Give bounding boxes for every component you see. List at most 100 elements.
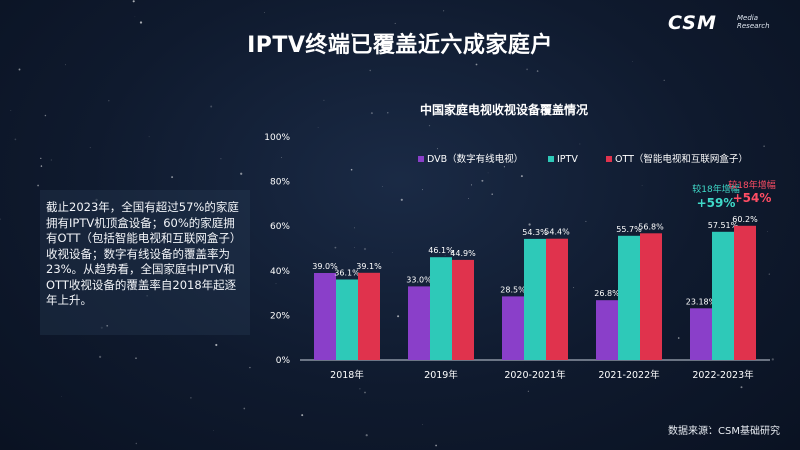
star-dot	[240, 172, 243, 175]
star-dot	[61, 396, 63, 397]
data-label: 60.2%	[732, 215, 758, 224]
star-dot	[527, 390, 529, 392]
legend-swatch	[418, 156, 424, 162]
star-dot	[146, 295, 148, 297]
star-dot	[365, 434, 368, 437]
star-dot	[475, 63, 478, 66]
star-dot	[334, 246, 337, 249]
logo-sub-text-research: Research	[737, 22, 770, 30]
data-label: 56.8%	[638, 222, 664, 231]
star-dot	[317, 127, 319, 128]
star-dot	[503, 166, 505, 168]
legend-item: IPTV	[548, 154, 578, 165]
star-dot	[354, 246, 355, 248]
star-dot	[100, 326, 103, 329]
bar	[734, 225, 756, 360]
star-dot	[220, 158, 222, 160]
legend-label: DVB（数字有线电视）	[427, 153, 523, 165]
star-dot	[437, 148, 439, 150]
star-dot	[526, 68, 529, 71]
star-dot	[363, 247, 367, 251]
growth-annotation-value: +54%	[733, 191, 772, 205]
star-dot	[135, 357, 137, 360]
star-dot	[641, 185, 643, 186]
star-dot	[370, 112, 373, 115]
x-tick-label: 2020-2021年	[504, 369, 566, 381]
growth-annotation: 较18年增幅+54%	[728, 179, 775, 205]
star-dot	[134, 16, 136, 18]
star-dot	[135, 442, 137, 445]
star-dot	[81, 203, 84, 206]
chart-title: 中国家庭电视收视设备覆盖情况	[420, 102, 588, 117]
star-dot	[369, 69, 371, 72]
bar	[690, 308, 712, 360]
star-dot	[708, 425, 711, 428]
data-label: 36.1%	[334, 269, 360, 278]
star-dot	[771, 358, 774, 361]
star-dot	[481, 179, 484, 182]
legend-swatch	[548, 156, 554, 162]
bar	[712, 231, 734, 360]
page-title: IPTV终端已覆盖近六成家庭户	[247, 33, 553, 58]
star-dot	[139, 21, 143, 24]
data-label: 46.1%	[428, 246, 454, 255]
data-label: 28.5%	[500, 285, 526, 294]
star-dot	[190, 397, 192, 399]
summary-text: 截止2023年，全国有超过57%的家庭拥有IPTV机顶盒设备；60%的家庭拥有O…	[46, 200, 242, 307]
star-dot	[520, 175, 523, 178]
star-dot	[323, 99, 325, 102]
y-tick-label: 20%	[270, 311, 290, 321]
star-dot	[364, 391, 366, 394]
star-dot	[422, 424, 423, 425]
star-dot	[40, 165, 43, 167]
star-dot	[213, 430, 214, 431]
legend-label: OTT（智能电视和互联网盒子）	[615, 153, 748, 165]
star-dot	[44, 114, 47, 117]
y-tick-label: 80%	[270, 178, 290, 188]
bar	[618, 235, 640, 360]
star-dot	[397, 315, 400, 318]
star-dot	[193, 234, 196, 236]
star-dot	[98, 355, 102, 359]
star-dot	[767, 231, 768, 232]
star-dot	[215, 343, 218, 347]
legend-swatch	[606, 156, 612, 162]
star-dot	[281, 157, 282, 158]
legend-item: OTT（智能电视和互联网盒子）	[606, 153, 748, 165]
bar	[408, 286, 430, 360]
star-dot	[763, 145, 765, 147]
star-dot	[210, 105, 213, 108]
star-dot	[468, 198, 469, 199]
legend-item: DVB（数字有线电视）	[418, 153, 523, 165]
star-dot	[536, 70, 539, 72]
logo-main-text: CSM	[668, 12, 717, 34]
star-dot	[677, 337, 680, 339]
growth-annotation-value: +59%	[697, 196, 736, 210]
data-label: 33.0%	[406, 275, 432, 284]
star-dot	[350, 168, 353, 171]
bar	[336, 279, 358, 360]
data-label: 44.9%	[450, 249, 476, 258]
star-dot	[264, 12, 265, 13]
y-tick-label: 0%	[276, 356, 291, 366]
x-tick-label: 2022-2023年	[692, 369, 754, 381]
star-dot	[14, 138, 17, 141]
star-dot	[350, 376, 352, 379]
star-dot	[428, 372, 431, 375]
bar	[452, 259, 474, 360]
star-dot	[579, 143, 581, 145]
data-label: 54.3%	[522, 228, 548, 237]
star-dot	[491, 193, 493, 195]
star-dot	[663, 79, 665, 81]
data-label: 57.51%	[708, 221, 739, 230]
star-dot	[50, 159, 52, 161]
star-dot	[243, 407, 246, 410]
data-label: 23.18%	[686, 297, 717, 306]
star-dot	[95, 198, 98, 202]
star-dot	[400, 198, 403, 201]
star-dot	[435, 444, 437, 447]
star-dot	[470, 184, 473, 186]
star-dot	[108, 99, 110, 102]
star-dot	[10, 109, 12, 111]
